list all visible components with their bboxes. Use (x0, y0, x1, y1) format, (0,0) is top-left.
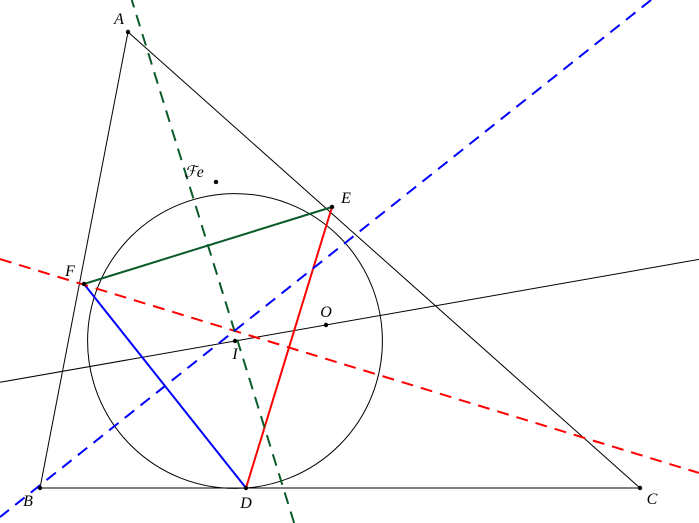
perp-FD (0, 0, 651, 517)
label-B: B (23, 493, 33, 510)
label-I: I (231, 346, 238, 363)
point-F (82, 282, 86, 286)
label-Fe: ℱe (184, 164, 204, 181)
side-AB (40, 32, 128, 488)
point-Fe (214, 180, 218, 184)
point-C (638, 486, 642, 490)
point-A (126, 30, 130, 34)
point-O (324, 323, 328, 327)
label-O: O (320, 304, 332, 321)
point-E (330, 205, 334, 209)
point-I (233, 339, 237, 343)
geometry-diagram: A B C D E F I O ℱe (0, 0, 699, 523)
point-B (38, 486, 42, 490)
label-F: F (64, 263, 75, 280)
label-A: A (113, 11, 124, 28)
label-E: E (340, 190, 351, 207)
label-D: D (239, 495, 252, 512)
point-D (244, 486, 248, 490)
perp-DE (0, 259, 699, 473)
label-C: C (647, 491, 658, 508)
side-CA (128, 32, 640, 488)
